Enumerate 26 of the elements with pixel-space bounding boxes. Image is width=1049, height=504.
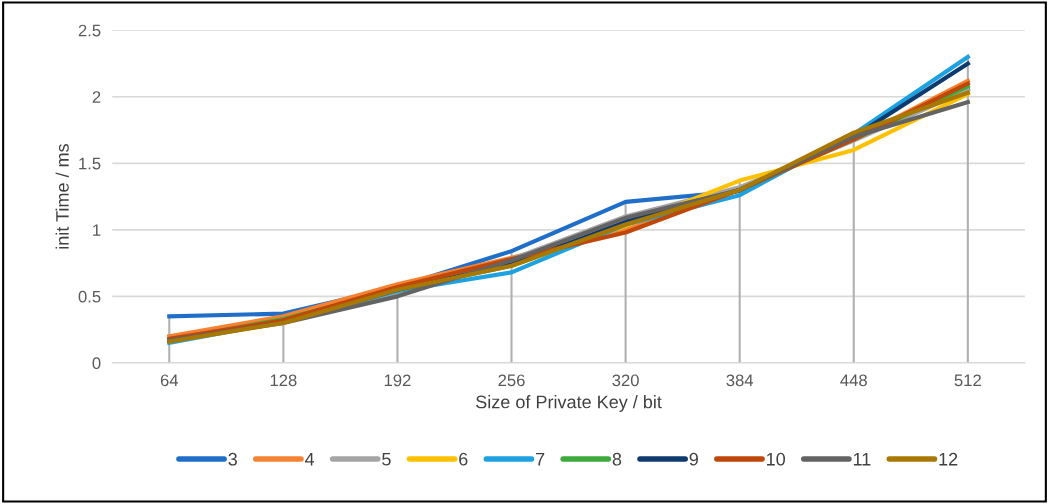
y-tick-label: 2.5 [78,24,101,37]
y-tick-label: 0.5 [78,290,101,303]
x-tick-label: 256 [498,374,525,387]
x-tick-label: 64 [160,374,179,387]
legend-label: 3 [228,452,237,466]
x-tick-label: 448 [840,374,867,387]
x-tick-label: 128 [270,374,297,387]
x-tick-label: 320 [612,374,639,387]
y-tick-label: 1 [93,224,101,236]
legend-label: 5 [382,452,391,466]
y-tick-label: 0 [92,357,101,370]
x-tick-label: 192 [384,374,411,387]
x-tick-label: 512 [954,374,981,387]
legend-label: 10 [767,452,786,466]
legend-label: 7 [536,452,545,466]
legend-label: 11 [853,452,871,466]
x-tick-label: 384 [726,374,754,387]
y-tick-label: 1.5 [79,157,101,170]
y-tick-label: 2 [92,91,101,103]
legend-label: 8 [612,452,622,466]
legend-label: 12 [939,452,958,466]
x-axis-title: Size of Private Key / bit [476,395,662,412]
legend-label: 9 [689,452,698,466]
legend-label: 6 [459,452,468,466]
legend-label: 4 [304,452,315,466]
y-axis-title: init Time / ms [55,144,69,249]
